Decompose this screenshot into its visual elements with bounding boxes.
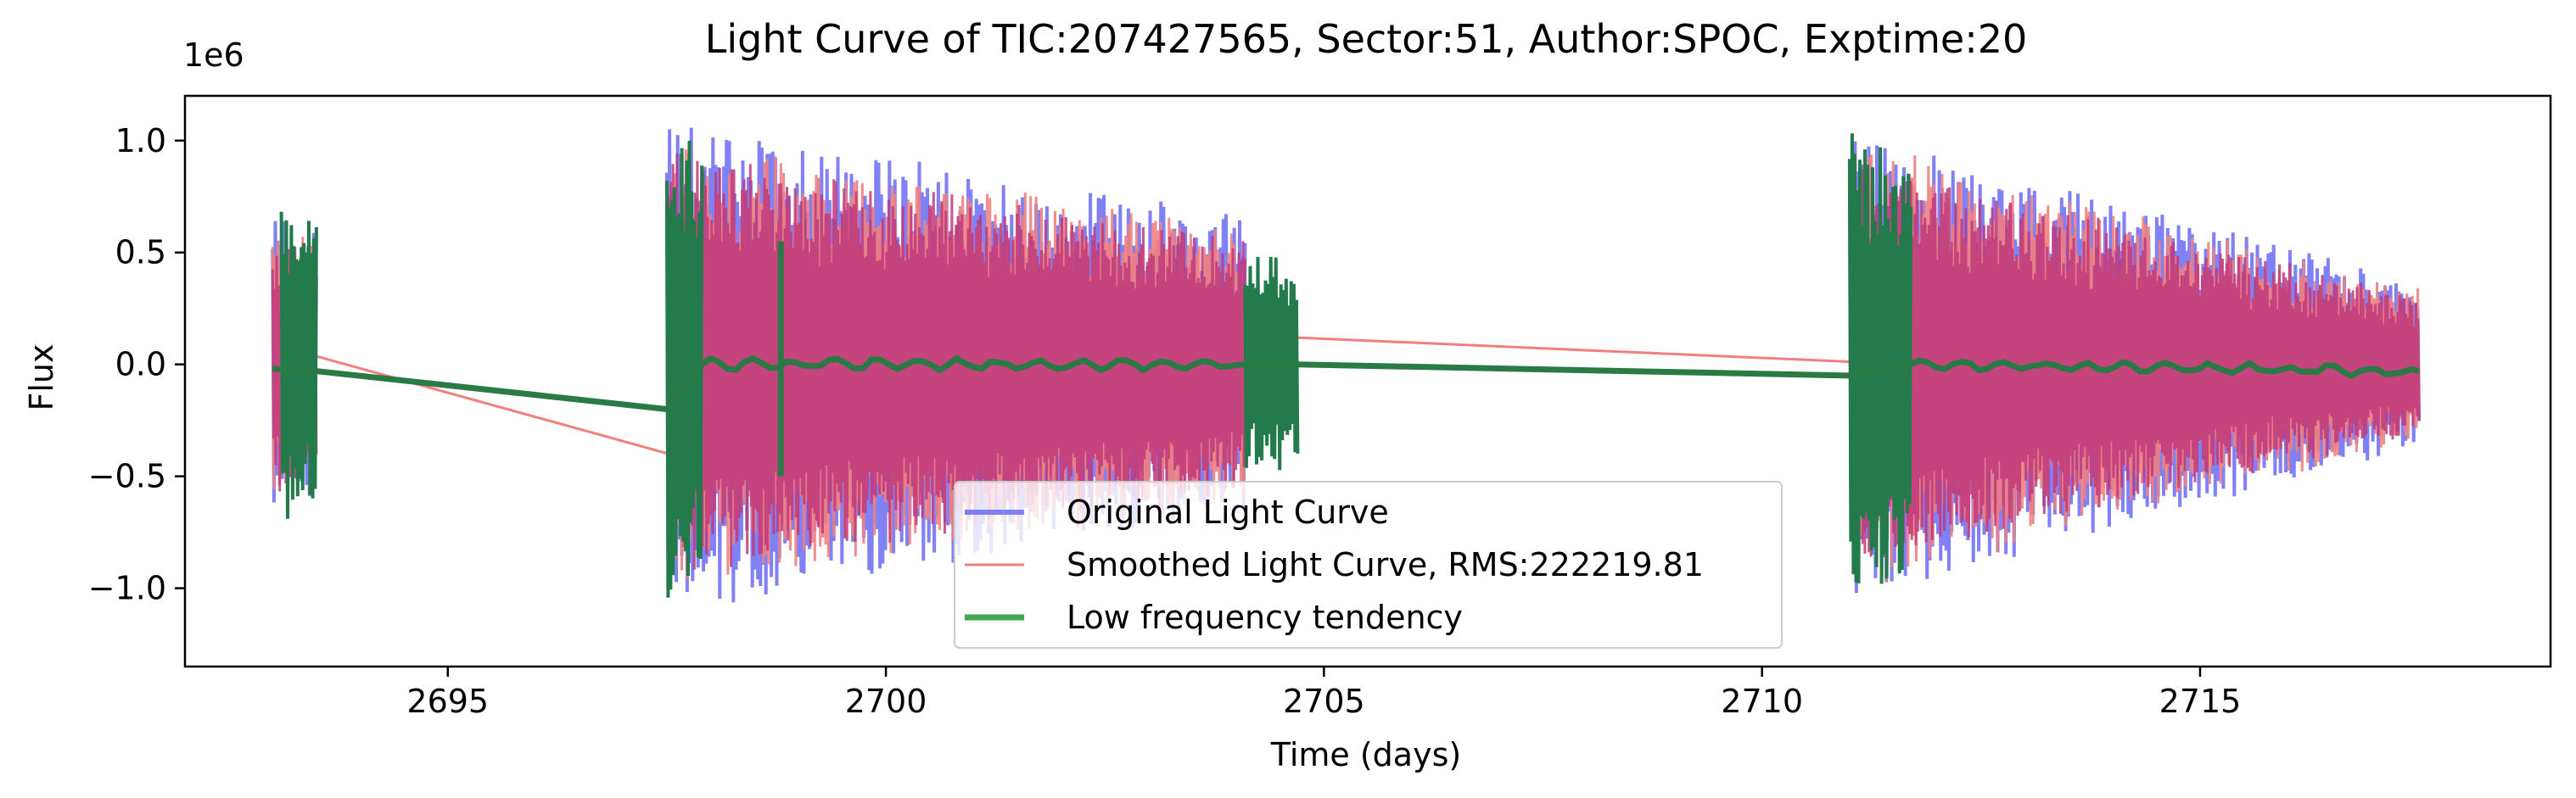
legend-label-3: Low frequency tendency bbox=[1067, 599, 1463, 636]
chart-title: Light Curve of TIC:207427565, Sector:51,… bbox=[705, 16, 2028, 62]
axes-frame bbox=[183, 94, 2552, 668]
plot-area bbox=[271, 127, 2422, 603]
y-tick-label: 0.0 bbox=[115, 346, 166, 383]
low-frequency-band-1 bbox=[279, 211, 318, 519]
y-tick-label: −1.0 bbox=[88, 570, 166, 607]
low-frequency-trend-line bbox=[272, 355, 2420, 412]
legend-label-2: Smoothed Light Curve, RMS:222219.81 bbox=[1067, 546, 1704, 583]
plot-series-group bbox=[271, 127, 2422, 603]
x-tick-label: 2715 bbox=[2159, 683, 2242, 720]
blended-curve-segment-2 bbox=[665, 153, 1246, 570]
low-frequency-band-3 bbox=[1243, 256, 1300, 471]
legend-label-1: Original Light Curve bbox=[1067, 494, 1389, 531]
x-tick-label: 2705 bbox=[1283, 683, 1365, 720]
smoothed-gap-line-2 bbox=[1245, 333, 1912, 366]
y-axis-label: Flux bbox=[23, 344, 60, 411]
x-axis-label: Time (days) bbox=[1270, 736, 1461, 773]
y-tick-label: 0.5 bbox=[115, 234, 166, 271]
legend: Original Light Curve Smoothed Light Curve… bbox=[954, 481, 1783, 649]
legend-box bbox=[954, 481, 1783, 649]
low-frequency-band-2 bbox=[664, 141, 704, 598]
y-axis-offset-label: 1e6 bbox=[183, 36, 244, 74]
y-tick-label: −0.5 bbox=[88, 458, 166, 495]
y-tick-label: 1.0 bbox=[115, 122, 166, 159]
low-frequency-band-4 bbox=[1847, 133, 1913, 584]
smoothed-gap-line-1 bbox=[281, 345, 694, 462]
axes: 2695 2700 2705 2710 2715 −1.0 −0.5 0.0 0.5 1.0 bbox=[88, 94, 2552, 720]
x-tick-label: 2700 bbox=[845, 683, 927, 720]
x-tick-label: 2710 bbox=[1721, 683, 1803, 720]
x-tick-label: 2695 bbox=[406, 683, 489, 720]
